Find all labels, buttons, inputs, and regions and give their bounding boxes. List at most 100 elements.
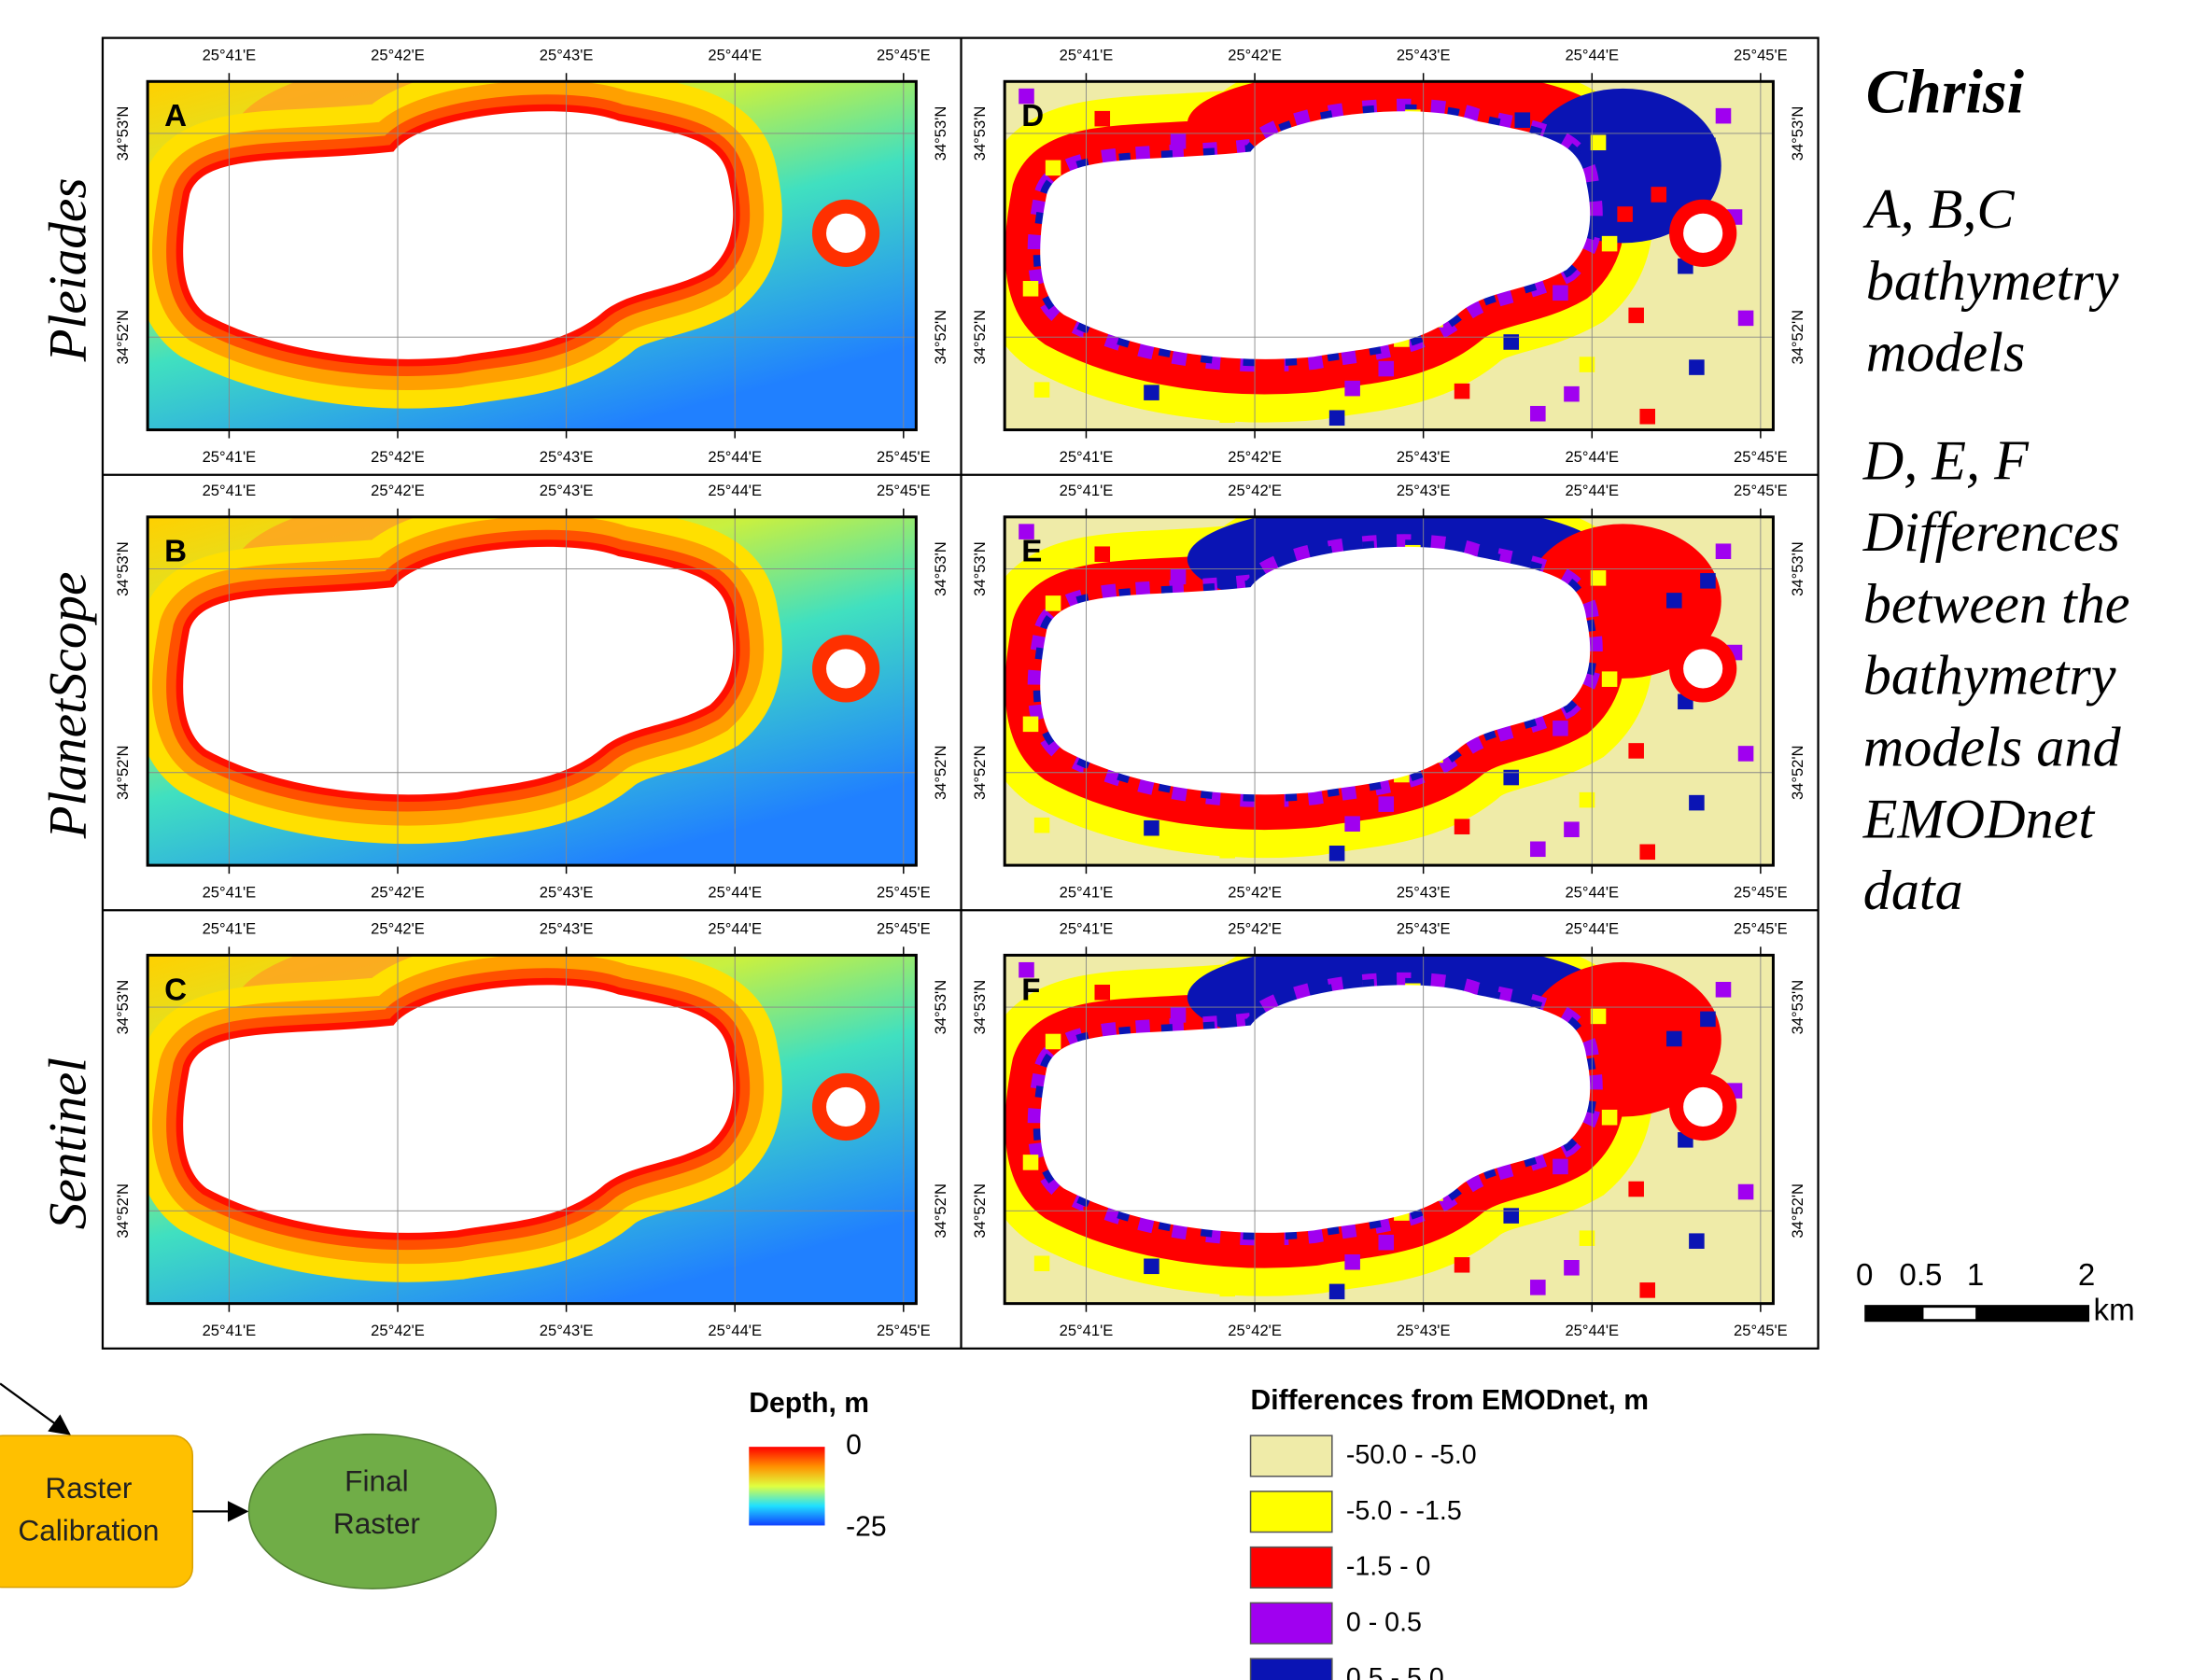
row-label: Pleiades: [38, 178, 97, 363]
map-border: [1003, 515, 1775, 867]
difference-cell: [1601, 235, 1618, 252]
difference-cell: [1639, 1282, 1655, 1298]
difference-cell: [1628, 743, 1644, 759]
lat-label: 34°53'N: [1789, 980, 1806, 1035]
difference-cell: [1045, 595, 1061, 611]
difference-cell: [1617, 641, 1633, 658]
scale-bar: [1923, 1308, 1976, 1320]
difference-cell: [1033, 1255, 1050, 1272]
island: [183, 985, 734, 1233]
difference-cell: [1378, 360, 1395, 377]
lon-label: 25°45'E: [877, 47, 931, 64]
lon-label: 25°44'E: [1565, 884, 1619, 902]
lat-label: 34°53'N: [1789, 541, 1806, 596]
lon-label: 25°44'E: [708, 1322, 762, 1339]
lon-label: 25°41'E: [1060, 448, 1114, 466]
flow-node-label: Final: [344, 1464, 408, 1498]
difference-cell: [1564, 821, 1580, 837]
lat-label: 34°53'N: [971, 106, 989, 161]
lon-label: 25°44'E: [708, 47, 762, 64]
difference-cell: [1033, 382, 1050, 398]
flow-node: [247, 1433, 498, 1589]
islet: [826, 1086, 866, 1127]
difference-cell: [1590, 1008, 1607, 1025]
difference-cell: [1737, 310, 1754, 327]
side-text: D, E, F: [1862, 429, 2030, 492]
difference-cell: [1022, 281, 1039, 297]
difference-cell: [1269, 1231, 1285, 1248]
difference-cell: [1144, 385, 1159, 400]
difference-cell: [1651, 1060, 1667, 1076]
difference-cell: [1737, 1183, 1754, 1200]
difference-cell: [1503, 1208, 1520, 1224]
legend-label: -50.0 - -5.0: [1346, 1440, 1477, 1470]
difference-cell: [1651, 622, 1667, 638]
difference-cell: [1022, 716, 1039, 733]
difference-cell: [1083, 1206, 1100, 1223]
side-text: models: [1866, 322, 2026, 385]
panel-letter: D: [1021, 99, 1044, 133]
difference-cell: [1170, 133, 1187, 149]
lon-label: 25°41'E: [203, 482, 257, 499]
difference-cell: [1651, 187, 1667, 203]
difference-cell: [1378, 796, 1395, 812]
panel-letter: E: [1021, 535, 1042, 569]
legend-label: 0 - 0.5: [1346, 1607, 1422, 1637]
difference-cell: [1094, 110, 1111, 127]
map-panel: [148, 516, 917, 866]
lat-label: 34°53'N: [114, 106, 132, 161]
lon-label: 25°45'E: [877, 920, 931, 938]
difference-cell: [1019, 524, 1034, 539]
lon-label: 25°43'E: [1397, 1322, 1451, 1339]
difference-cell: [1144, 819, 1159, 836]
difference-cell: [1454, 1256, 1470, 1273]
difference-cell: [1454, 819, 1470, 834]
lon-label: 25°44'E: [1565, 448, 1619, 466]
difference-cell: [1700, 573, 1716, 589]
lon-label: 25°43'E: [540, 920, 594, 938]
lat-label: 34°53'N: [932, 980, 949, 1035]
difference-cell: [1514, 547, 1531, 564]
lon-label: 25°43'E: [540, 47, 594, 64]
lon-label: 25°45'E: [877, 1322, 931, 1339]
lat-label: 34°52'N: [971, 310, 989, 365]
lon-label: 25°41'E: [203, 884, 257, 902]
difference-cell: [1022, 1155, 1039, 1170]
legend-title: Differences from EMODnet, m: [1251, 1385, 1649, 1416]
flow-arrow: [0, 1382, 71, 1435]
difference-cell: [1269, 793, 1285, 809]
lon-label: 25°45'E: [877, 884, 931, 902]
lon-label: 25°43'E: [1397, 920, 1451, 938]
islet: [826, 213, 866, 253]
side-text: bathymetry: [1863, 645, 2116, 707]
depth-ramp: [749, 1447, 825, 1526]
lon-label: 25°41'E: [203, 920, 257, 938]
scale-label: 0: [1856, 1258, 1873, 1293]
map-panel: [1005, 516, 1774, 866]
difference-cell: [1639, 408, 1655, 425]
side-text: between the: [1863, 573, 2130, 636]
lon-label: 25°41'E: [203, 1322, 257, 1339]
difference-cell: [1628, 307, 1644, 324]
lat-label: 34°53'N: [932, 541, 949, 596]
flow-node-label: Calibration: [18, 1513, 159, 1547]
flow-node-label: Raster: [333, 1506, 420, 1540]
scale-label: 1: [1967, 1258, 1984, 1293]
legend-swatch: [1249, 1546, 1333, 1589]
panel-letter: C: [164, 973, 187, 1007]
legend-swatch: [1249, 1602, 1333, 1645]
difference-cell: [1269, 357, 1285, 374]
difference-cell: [1503, 769, 1520, 786]
row-label: Sentinel: [38, 1057, 97, 1229]
difference-cell: [1219, 1281, 1235, 1297]
islet: [1683, 213, 1723, 253]
difference-cell: [1689, 794, 1705, 811]
lat-label: 34°53'N: [1789, 106, 1806, 161]
map-panel: [1005, 81, 1774, 430]
lon-label: 25°45'E: [877, 448, 931, 466]
lat-label: 34°53'N: [114, 980, 132, 1035]
lon-label: 25°44'E: [1565, 482, 1619, 499]
island: [1040, 546, 1591, 795]
lon-label: 25°42'E: [371, 1322, 425, 1339]
difference-cell: [1328, 410, 1345, 427]
